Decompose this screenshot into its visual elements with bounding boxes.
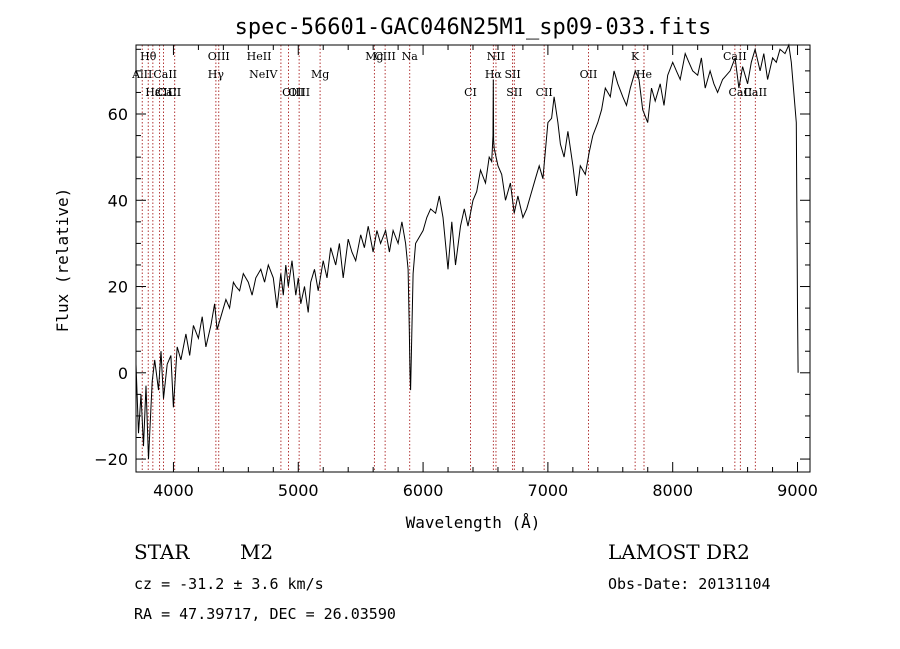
coordinates: RA = 47.39717, DEC = 26.03590 (134, 605, 396, 623)
line-marker-label: CI (168, 86, 181, 99)
spectrum-line (136, 45, 798, 459)
x-tick-label: 4000 (153, 481, 194, 500)
x-tick-label: 6000 (403, 481, 444, 500)
line-marker-label: NeIV (249, 68, 278, 81)
y-tick-label: 40 (108, 191, 128, 210)
survey-name: LAMOST DR2 (608, 540, 750, 564)
spectrum-chart: spec-56601-GAC046N25M1_sp09-033.fits Hθ A… (0, 0, 900, 649)
line-marker-label: CaII (153, 68, 177, 81)
line-marker-label: AlII (131, 68, 152, 81)
line-marker-label: CII (536, 86, 553, 99)
obs-date: Obs-Date: 20131104 (608, 575, 771, 593)
y-tick-label: 20 (108, 278, 128, 297)
line-marker-label: CaII (743, 86, 767, 99)
line-marker-label: Hα (485, 68, 503, 81)
line-marker-label: K (631, 50, 640, 63)
line-marker-label: SII (506, 86, 522, 99)
line-marker-label: CIII (374, 50, 395, 63)
line-marker-label: OIII (288, 86, 310, 99)
x-axis-label: Wavelength (Å) (406, 513, 541, 532)
line-marker-label: Mg (311, 68, 329, 81)
line-marker-label: Na (402, 50, 419, 63)
line-marker-label: SII (504, 68, 520, 81)
y-axis: −20 0 20 40 60 (94, 49, 810, 469)
chart-title: spec-56601-GAC046N25M1_sp09-033.fits (235, 15, 712, 40)
redshift-value: cz = -31.2 ± 3.6 km/s (134, 575, 324, 593)
line-marker-label: CI (464, 86, 477, 99)
line-marker-label: NII (487, 50, 505, 63)
line-marker-label: Hθ (140, 50, 157, 63)
x-tick-label: 8000 (652, 481, 693, 500)
line-marker-label: OIII (208, 50, 230, 63)
x-tick-label: 9000 (777, 481, 818, 500)
object-subclass: M2 (240, 540, 273, 564)
object-type: STAR (134, 540, 190, 564)
y-tick-label: 0 (118, 364, 128, 383)
plot-frame (136, 45, 810, 472)
line-marker-label: CaII (723, 50, 747, 63)
line-marker-label: Hγ (208, 68, 225, 81)
y-tick-label: 60 (108, 105, 128, 124)
spectrum-series (136, 45, 798, 459)
line-marker-label: OII (580, 68, 598, 81)
x-tick-label: 5000 (278, 481, 319, 500)
y-tick-label: −20 (94, 450, 128, 469)
y-axis-label: Flux (relative) (53, 188, 72, 333)
line-marker-label: HeII (247, 50, 272, 63)
x-axis: 4000 5000 6000 7000 8000 9000 (153, 45, 818, 500)
x-tick-label: 7000 (528, 481, 569, 500)
